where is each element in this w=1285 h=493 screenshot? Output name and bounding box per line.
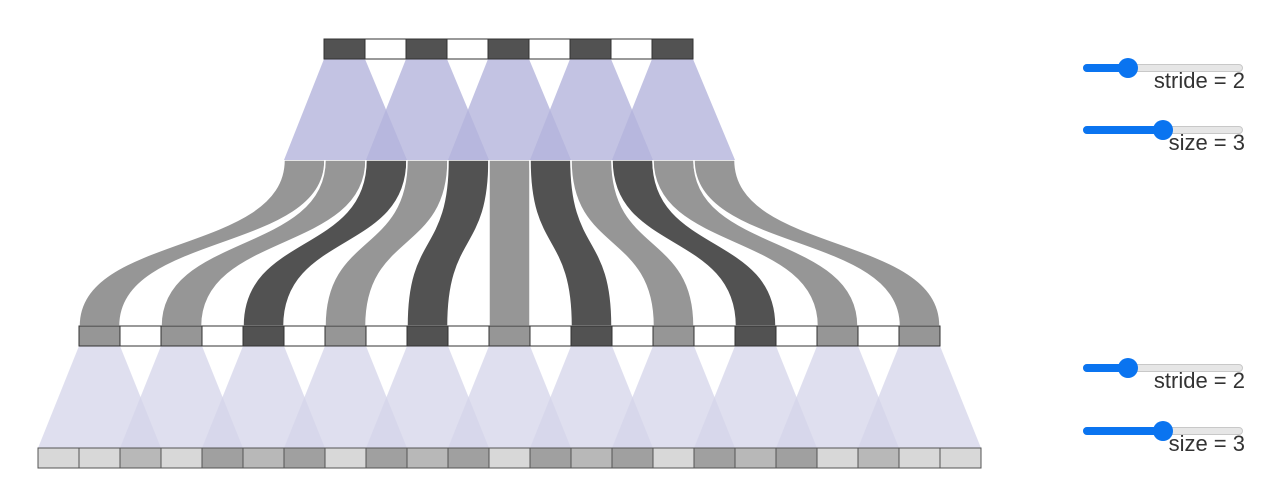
middle-cell xyxy=(202,326,243,346)
bottom-cell xyxy=(202,448,243,468)
top-output-row xyxy=(324,39,693,59)
middle-cell xyxy=(612,326,653,346)
middle-cell xyxy=(776,326,817,346)
top-cell xyxy=(447,39,488,59)
bottom-cell xyxy=(530,448,571,468)
middle-cell xyxy=(735,326,776,346)
bottom-cell xyxy=(325,448,366,468)
middle-cell xyxy=(407,326,448,346)
top-cell xyxy=(611,39,652,59)
top-cell xyxy=(529,39,570,59)
top-cell xyxy=(365,39,406,59)
middle-cell xyxy=(284,326,325,346)
top-cell xyxy=(570,39,611,59)
top-size-control: size = 3 xyxy=(1060,120,1250,170)
ribbon xyxy=(489,160,530,326)
top-stride-control: stride = 2 xyxy=(1060,58,1250,108)
top-cell xyxy=(406,39,447,59)
middle-cell xyxy=(653,326,694,346)
bottom-cell xyxy=(120,448,161,468)
bottom-size-label: size = 3 xyxy=(1169,431,1245,457)
slider-fill xyxy=(1083,126,1163,134)
top-size-label: size = 3 xyxy=(1169,130,1245,156)
bottom-cell xyxy=(858,448,899,468)
top-cell xyxy=(324,39,365,59)
middle-cell xyxy=(530,326,571,346)
bottom-cell xyxy=(79,448,120,468)
middle-cell xyxy=(694,326,735,346)
convolution-diagram xyxy=(0,0,1000,493)
bottom-cell xyxy=(817,448,858,468)
bottom-cell xyxy=(735,448,776,468)
bottom-kernel-group xyxy=(38,346,981,448)
middle-cell xyxy=(243,326,284,346)
bottom-size-control: size = 3 xyxy=(1060,421,1250,471)
middle-layer-row xyxy=(79,326,940,346)
middle-cell xyxy=(858,326,899,346)
bottom-cell xyxy=(38,448,79,468)
bottom-cell xyxy=(284,448,325,468)
middle-cell xyxy=(571,326,612,346)
bottom-cell xyxy=(448,448,489,468)
top-kernel-group xyxy=(284,59,735,160)
slider-thumb[interactable] xyxy=(1118,58,1138,78)
bottom-cell xyxy=(407,448,448,468)
bottom-cell xyxy=(776,448,817,468)
ribbon-group xyxy=(79,160,940,326)
middle-cell xyxy=(899,326,940,346)
middle-cell xyxy=(489,326,530,346)
middle-cell xyxy=(79,326,120,346)
middle-cell xyxy=(448,326,489,346)
middle-cell xyxy=(817,326,858,346)
bottom-input-row xyxy=(38,448,981,468)
top-stride-label: stride = 2 xyxy=(1154,68,1245,94)
bottom-cell xyxy=(653,448,694,468)
bottom-cell xyxy=(899,448,940,468)
bottom-cell xyxy=(243,448,284,468)
top-cell xyxy=(488,39,529,59)
middle-cell xyxy=(161,326,202,346)
bottom-stride-control: stride = 2 xyxy=(1060,358,1250,408)
bottom-cell xyxy=(612,448,653,468)
bottom-cell xyxy=(694,448,735,468)
bottom-cell xyxy=(940,448,981,468)
bottom-cell xyxy=(571,448,612,468)
bottom-cell xyxy=(161,448,202,468)
slider-fill xyxy=(1083,427,1163,435)
middle-cell xyxy=(325,326,366,346)
top-cell xyxy=(652,39,693,59)
middle-cell xyxy=(366,326,407,346)
bottom-cell xyxy=(489,448,530,468)
bottom-cell xyxy=(366,448,407,468)
bottom-stride-label: stride = 2 xyxy=(1154,368,1245,394)
slider-thumb[interactable] xyxy=(1118,358,1138,378)
middle-cell xyxy=(120,326,161,346)
